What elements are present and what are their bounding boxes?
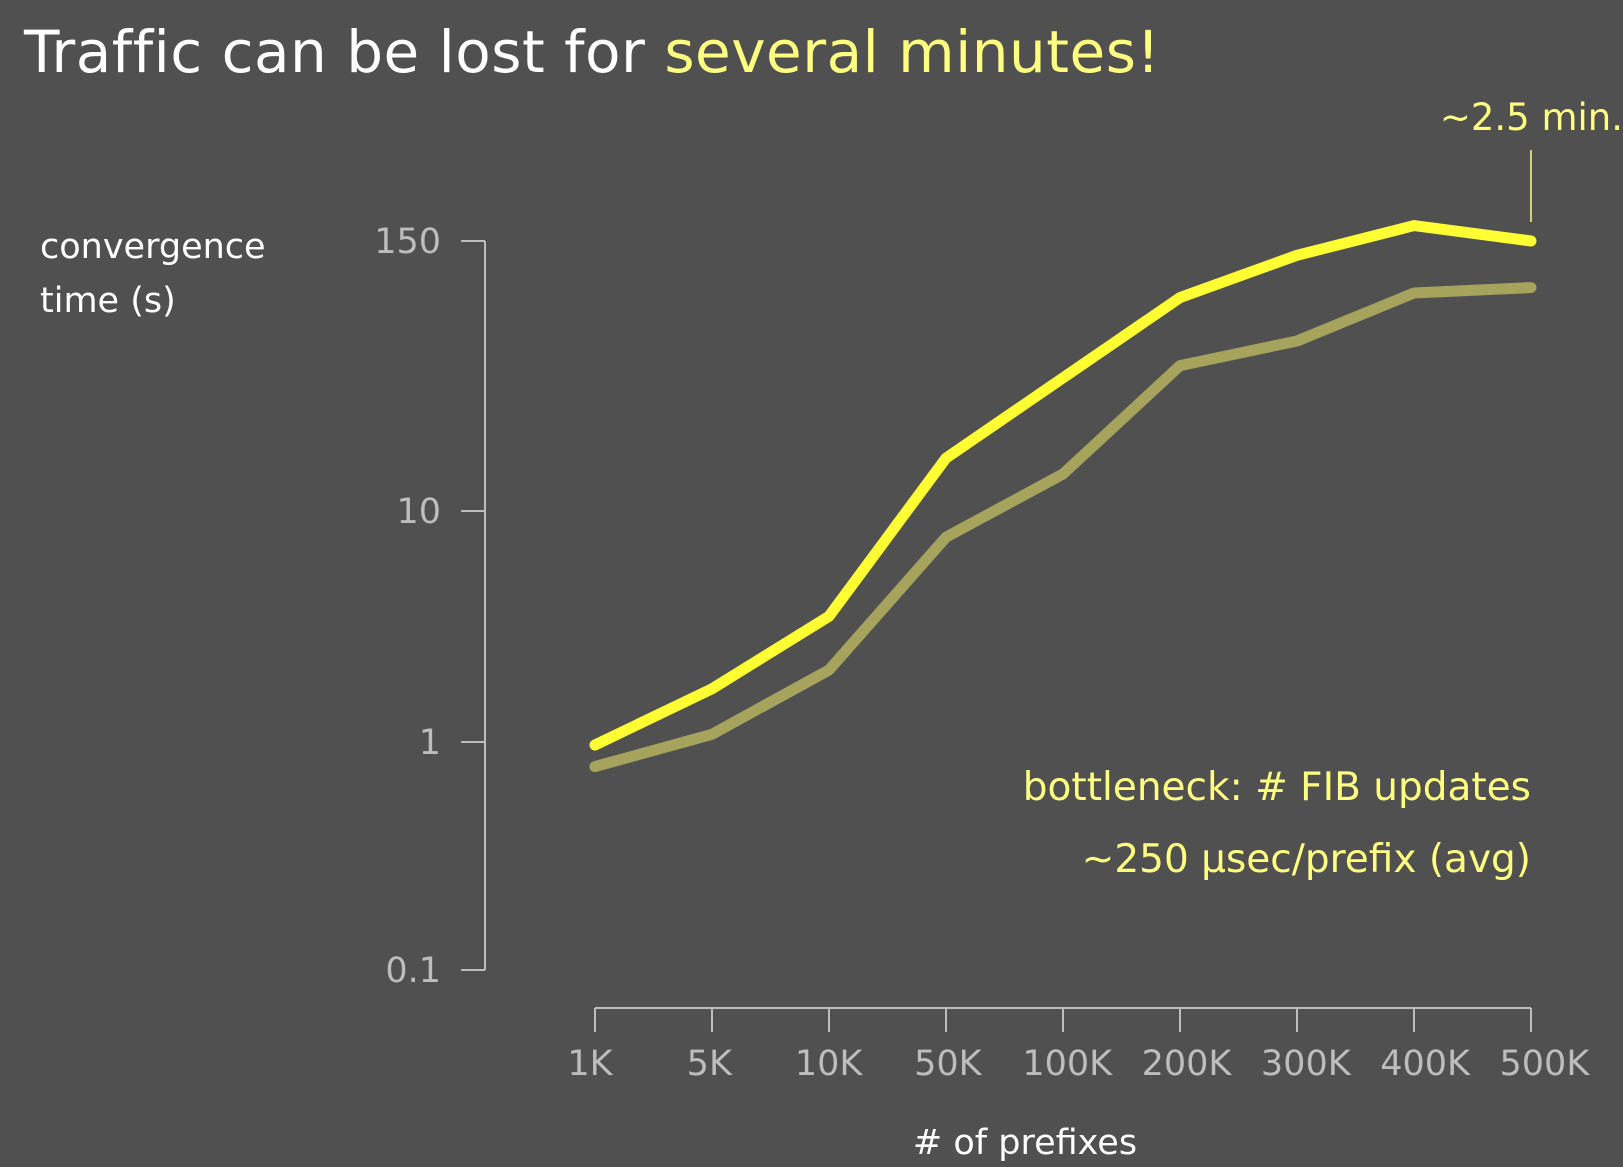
y-tick-label: 10 xyxy=(396,492,441,532)
x-tick-label: 100K xyxy=(1022,1044,1113,1084)
x-tick-label: 200K xyxy=(1142,1044,1233,1084)
x-tick-label: 1K xyxy=(567,1044,613,1084)
y-axis: 0.1 1 10 150 xyxy=(374,222,486,991)
annotation-per-prefix: ~250 µsec/prefix (avg) xyxy=(1082,837,1531,882)
y-tick-label: 150 xyxy=(374,222,441,262)
series-line-2 xyxy=(589,282,1537,773)
x-tick-label: 400K xyxy=(1380,1044,1471,1084)
annotation-bottleneck: bottleneck: # FIB updates xyxy=(1023,765,1531,810)
series-group xyxy=(589,220,1537,773)
slide-title-prefix: Traffic can be lost for xyxy=(24,18,665,86)
x-axis-title: # of prefixes xyxy=(913,1123,1137,1163)
y-axis-label-line-2: time (s) xyxy=(40,281,176,321)
annotation-max-time: ~2.5 min. xyxy=(1440,96,1623,139)
y-tick-label: 1 xyxy=(419,723,441,763)
x-tick-label: 5K xyxy=(687,1044,733,1084)
x-axis: 1K 5K 10K 50K 100K 200K 300K 400K 500K xyxy=(567,1007,1591,1084)
slide-title: Traffic can be lost for several minutes! xyxy=(24,18,1160,86)
y-axis-label: convergence time (s) xyxy=(40,220,266,328)
y-tick-label: 0.1 xyxy=(385,951,441,991)
x-tick-label: 50K xyxy=(914,1044,983,1084)
x-tick-label: 500K xyxy=(1500,1044,1591,1084)
x-tick-label: 10K xyxy=(795,1044,864,1084)
y-axis-label-line-1: convergence xyxy=(40,227,266,267)
slide-title-highlight: several minutes! xyxy=(664,18,1161,86)
x-tick-label: 300K xyxy=(1261,1044,1352,1084)
